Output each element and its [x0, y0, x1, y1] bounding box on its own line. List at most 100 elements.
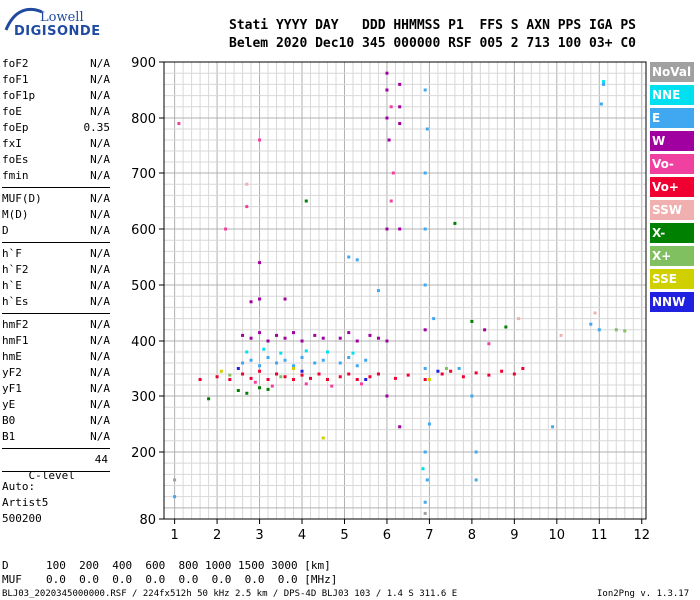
param-value: N/A — [90, 169, 110, 182]
data-point-w — [385, 227, 389, 231]
data-point-w — [283, 336, 287, 340]
data-point-e — [249, 358, 253, 362]
x-tick-label: 8 — [468, 528, 476, 543]
data-point-vo — [391, 171, 395, 175]
data-point-w — [249, 336, 253, 340]
data-point-vo — [487, 342, 491, 346]
data-point-vo — [215, 375, 219, 379]
data-point-vo — [300, 373, 304, 377]
param-value: N/A — [90, 192, 110, 205]
param-row-mufd: MUF(D) N/A — [2, 191, 110, 207]
data-point-nnw — [236, 367, 240, 370]
param-row-hme: hmE N/A — [2, 349, 110, 365]
legend-item-nne: NNE — [650, 85, 694, 105]
param-name: foE — [2, 105, 22, 118]
data-point-nne — [602, 80, 606, 84]
data-point-nne — [304, 349, 308, 353]
param-value: N/A — [90, 263, 110, 276]
data-point-w — [283, 297, 287, 301]
param-row-ye: yE N/A — [2, 397, 110, 413]
x-tick-label: 3 — [255, 528, 263, 543]
data-point-w — [376, 336, 380, 340]
data-point-e — [283, 358, 287, 362]
data-point-w — [423, 328, 427, 332]
param-row-fxi: fxI N/A — [2, 136, 110, 152]
param-name: h`E — [2, 279, 22, 292]
param-name: M(D) — [2, 208, 29, 221]
data-point-nnw — [300, 369, 304, 373]
param-name: foF1 — [2, 73, 29, 86]
data-point-vo — [317, 372, 321, 376]
param-name: foEs — [2, 153, 29, 166]
data-point-vo — [376, 372, 380, 376]
data-point-e — [551, 425, 555, 429]
param-value: N/A — [90, 398, 110, 411]
legend-item-ssw: SSW — [650, 200, 694, 220]
separator — [2, 187, 110, 188]
data-point-vo — [355, 378, 359, 381]
data-point-e — [347, 255, 351, 259]
data-point-w — [398, 105, 402, 109]
param-value: 44 — [94, 453, 108, 466]
data-point-w — [338, 336, 342, 340]
data-point-e — [275, 361, 279, 365]
param-name: yF1 — [2, 382, 22, 395]
data-point-e — [425, 478, 429, 482]
data-point-e — [457, 367, 461, 370]
data-point-x — [266, 387, 270, 391]
y-tick-label: 900 — [131, 56, 156, 71]
y-tick-label: 200 — [131, 446, 156, 461]
data-point-vo — [474, 371, 478, 375]
y-tick-label: 700 — [131, 167, 156, 182]
data-point-e — [266, 356, 270, 359]
footer-file-info: BLJ03_2020345000000.RSF / 224fx512h 50 k… — [2, 589, 458, 599]
data-point-x — [444, 367, 448, 370]
data-point-w — [398, 122, 402, 125]
data-point-vo — [224, 227, 228, 231]
param-row-foep: foEp 0.35 — [2, 120, 110, 136]
data-point-vo — [253, 380, 257, 384]
y-tick-label: 500 — [131, 279, 156, 294]
data-point-e — [425, 127, 429, 131]
param-value: N/A — [90, 350, 110, 363]
data-point-e — [599, 102, 603, 106]
param-name: D — [2, 224, 9, 237]
data-point-e — [376, 289, 380, 293]
data-point-e — [258, 364, 262, 368]
legend-item-nnw: NNW — [650, 292, 694, 312]
x-tick-label: 5 — [340, 528, 348, 543]
legend-item-x: X+ — [650, 246, 694, 266]
data-point-vo — [309, 376, 313, 380]
param-value: N/A — [90, 73, 110, 86]
data-point-w — [385, 71, 389, 75]
data-point-nne — [262, 347, 266, 351]
data-point-sse — [427, 378, 431, 381]
data-point-vo — [198, 378, 202, 381]
data-point-vo — [245, 205, 249, 209]
data-point-x — [236, 389, 240, 392]
legend: NoVal NNE E W Vo- Vo+ SSW X- X+ SSE NNW — [650, 62, 694, 315]
param-name: foF2 — [2, 57, 29, 70]
data-point-e — [355, 258, 359, 262]
data-point-vo — [406, 373, 410, 377]
data-point-x — [245, 391, 249, 395]
data-point-x — [228, 373, 232, 377]
param-name: B0 — [2, 414, 16, 427]
data-point-nnw — [436, 369, 440, 373]
separator — [2, 313, 110, 314]
param-row-b1: B1 N/A — [2, 429, 110, 445]
data-point-w — [241, 333, 245, 337]
digisonde-logo-swoosh — [4, 7, 43, 31]
data-point-e — [321, 358, 325, 362]
param-name: hmF1 — [2, 334, 29, 347]
param-row-hf: h`F N/A — [2, 246, 110, 262]
param-row-hmf1: hmF1 N/A — [2, 333, 110, 349]
data-point-e — [241, 361, 245, 365]
data-point-w — [385, 116, 389, 120]
data-point-e — [338, 361, 342, 365]
data-point-e — [423, 171, 427, 175]
param-name: MUF(D) — [2, 192, 42, 205]
data-point-nne — [325, 350, 329, 354]
x-tick-label: 1 — [170, 528, 178, 543]
data-point-w — [300, 339, 304, 343]
